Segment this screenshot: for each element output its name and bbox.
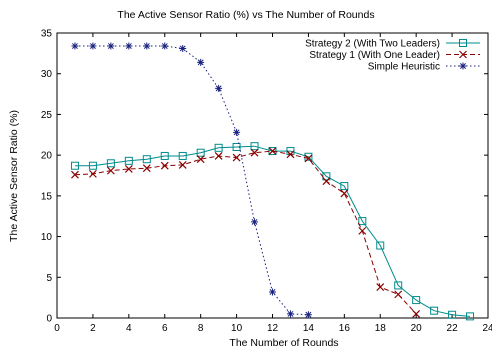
- series-line: [75, 45, 309, 316]
- data-point: [412, 310, 421, 318]
- data-point: [466, 312, 475, 321]
- legend-label: Strategy 2 (With Two Leaders): [305, 39, 440, 50]
- legend-label: Strategy 1 (With One Leader): [309, 50, 440, 61]
- x-tick-label: 0: [54, 323, 60, 334]
- data-point: [160, 151, 169, 160]
- data-point: [178, 151, 187, 160]
- data-point: [304, 154, 313, 163]
- series-group: [70, 42, 475, 321]
- y-tick-label: 35: [41, 29, 53, 40]
- data-point: [196, 148, 205, 157]
- data-point: [322, 177, 331, 186]
- data-point: [376, 283, 385, 291]
- data-point: [124, 165, 133, 173]
- data-point: [269, 288, 276, 296]
- data-point: [142, 155, 151, 164]
- data-point: [304, 152, 313, 161]
- y-tick-label: 5: [46, 273, 52, 284]
- data-point: [412, 296, 421, 305]
- data-point: [161, 42, 169, 50]
- data-point: [286, 310, 294, 318]
- y-tick-label: 0: [46, 314, 52, 325]
- y-tick-label: 30: [41, 69, 53, 80]
- data-point: [88, 161, 97, 170]
- data-point: [358, 217, 367, 226]
- series-2: [71, 147, 421, 318]
- data-point: [197, 58, 205, 66]
- data-point: [250, 148, 259, 157]
- data-point: [376, 241, 385, 250]
- data-point: [107, 42, 115, 50]
- data-point: [214, 143, 223, 152]
- data-point: [215, 84, 223, 92]
- data-point: [196, 155, 205, 164]
- data-point: [142, 164, 151, 173]
- series-line: [74, 150, 417, 315]
- data-point: [71, 170, 79, 179]
- x-tick-label: 6: [162, 323, 168, 334]
- legend-marker: [459, 62, 467, 70]
- data-point: [340, 182, 349, 191]
- data-point: [106, 166, 115, 175]
- data-point: [124, 156, 133, 165]
- data-point: [232, 153, 241, 162]
- data-point: [214, 152, 223, 160]
- x-tick-label: 2: [90, 323, 96, 334]
- data-point: [125, 42, 133, 50]
- data-point: [89, 42, 97, 50]
- x-tick-label: 22: [447, 323, 459, 334]
- data-point: [430, 306, 439, 315]
- data-point: [232, 143, 241, 151]
- data-point: [143, 42, 151, 50]
- legend-marker: [459, 39, 467, 47]
- x-tick-label: 8: [198, 323, 204, 334]
- y-tick-label: 20: [41, 151, 53, 162]
- chart-title: The Active Sensor Ratio (%) vs The Numbe…: [117, 9, 374, 21]
- y-tick-label: 25: [41, 110, 53, 121]
- data-point: [179, 44, 187, 52]
- data-point: [160, 161, 169, 170]
- data-point: [106, 159, 115, 168]
- data-point: [250, 142, 259, 151]
- data-point: [358, 226, 367, 235]
- data-point: [394, 281, 403, 290]
- plot-frame: [56, 32, 489, 319]
- y-tick-label: 15: [41, 191, 53, 202]
- x-tick-label: 10: [231, 323, 243, 334]
- x-tick-label: 14: [303, 323, 315, 334]
- x-axis-label: The Number of Rounds: [229, 337, 338, 349]
- series-3: [71, 42, 312, 319]
- data-point: [394, 290, 403, 299]
- data-point: [88, 169, 97, 178]
- y-axis-label: The Active Sensor Ratio (%): [8, 110, 20, 242]
- data-point: [178, 160, 187, 169]
- data-point: [71, 42, 79, 50]
- legend-marker: [459, 50, 467, 59]
- data-point: [268, 147, 277, 155]
- legend: Strategy 2 (With Two Leaders)Strategy 1 …: [305, 39, 480, 73]
- y-tick-label: 10: [41, 232, 53, 243]
- x-tick-label: 16: [339, 323, 351, 334]
- data-point: [233, 128, 241, 136]
- x-tick-label: 20: [411, 323, 423, 334]
- data-point: [70, 161, 79, 170]
- data-point: [304, 311, 312, 319]
- x-tick-label: 4: [126, 323, 132, 334]
- data-point: [251, 218, 259, 226]
- data-point: [448, 310, 457, 319]
- x-tick-label: 12: [267, 323, 279, 334]
- x-tick-label: 24: [482, 323, 492, 334]
- data-point: [340, 189, 349, 198]
- data-point: [286, 150, 295, 159]
- x-tick-label: 18: [375, 323, 387, 334]
- legend-label: Simple Heuristic: [368, 62, 440, 73]
